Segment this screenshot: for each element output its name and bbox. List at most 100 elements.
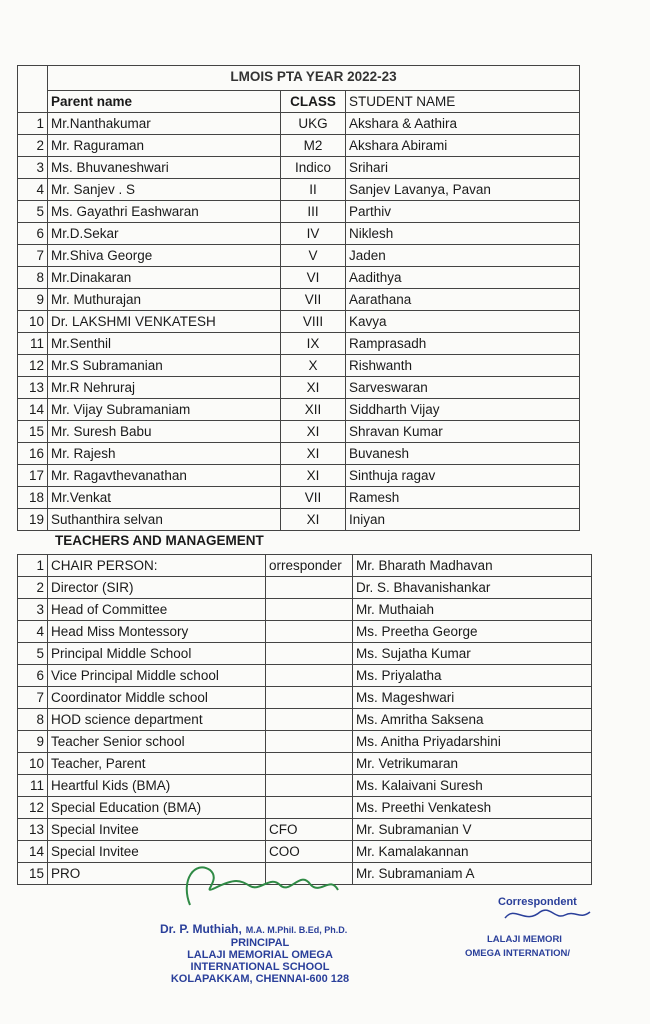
parent-name: Mr.Senthil [47, 332, 281, 355]
student-name: Buvanesh [345, 442, 580, 465]
signature-line: PRINCIPAL [230, 937, 290, 949]
row-number: 16 [17, 442, 48, 465]
member-name: Ms. Anitha Priyadarshini [352, 730, 592, 753]
designation [265, 752, 353, 775]
designation [265, 642, 353, 665]
parent-name: Mr. Raguraman [47, 134, 281, 157]
role: PRO [47, 862, 266, 885]
row-number: 15 [17, 420, 48, 443]
class: X [280, 354, 346, 377]
student-name: Rishwanth [345, 354, 580, 377]
parent-name: Ms. Bhuvaneshwari [47, 156, 281, 179]
designation [265, 796, 353, 819]
class: UKG [280, 112, 346, 135]
role: Director (SIR) [47, 576, 266, 599]
row-number: 18 [17, 486, 48, 509]
designation [265, 686, 353, 709]
row-number: 9 [17, 288, 48, 311]
designation [265, 598, 353, 621]
role: Teacher Senior school [47, 730, 266, 753]
row-number: 2 [17, 576, 48, 599]
column-header: CLASS [280, 90, 346, 113]
class: XII [280, 398, 346, 421]
row-number: 6 [17, 222, 48, 245]
student-name: Parthiv [345, 200, 580, 223]
student-name: Sanjev Lavanya, Pavan [345, 178, 580, 201]
row-number: 12 [17, 354, 48, 377]
signature-name-line: Dr. P. Muthiah, M.A. M.Phil. B.Ed, Ph.D. [160, 922, 347, 936]
student-name: Aadithya [345, 266, 580, 289]
role: Special Invitee [47, 840, 266, 863]
parent-name: Mr. Suresh Babu [47, 420, 281, 443]
parent-name: Mr.Shiva George [47, 244, 281, 267]
column-header: Parent name [47, 90, 281, 113]
class: II [280, 178, 346, 201]
designation [265, 620, 353, 643]
role: Head of Committee [47, 598, 266, 621]
parent-name: Mr. Vijay Subramaniam [47, 398, 281, 421]
member-name: Ms. Amritha Saksena [352, 708, 592, 731]
role: Special Education (BMA) [47, 796, 266, 819]
class: III [280, 200, 346, 223]
row-number: 5 [17, 642, 48, 665]
parent-name: Mr.D.Sekar [47, 222, 281, 245]
parent-name: Ms. Gayathri Eashwaran [47, 200, 281, 223]
row-number: 11 [17, 774, 48, 797]
class: IX [280, 332, 346, 355]
class: Indico [280, 156, 346, 179]
member-name: Ms. Kalaivani Suresh [352, 774, 592, 797]
member-name: Mr. Subramaniam A [352, 862, 592, 885]
class: VI [280, 266, 346, 289]
student-name: Ramesh [345, 486, 580, 509]
role: Heartful Kids (BMA) [47, 774, 266, 797]
role: Teacher, Parent [47, 752, 266, 775]
signature-line: KOLAPAKKAM, CHENNAI-600 128 [170, 973, 350, 985]
parent-name: Mr. Rajesh [47, 442, 281, 465]
member-name: Mr. Subramanian V [352, 818, 592, 841]
row-number: 13 [17, 376, 48, 399]
class: XI [280, 442, 346, 465]
stamp-line: OMEGA INTERNATION/ [465, 948, 571, 959]
row-number: 13 [17, 818, 48, 841]
student-name: Akshara & Aathira [345, 112, 580, 135]
student-name: Iniyan [345, 508, 580, 531]
student-name: Siddharth Vijay [345, 398, 580, 421]
row-number: 7 [17, 244, 48, 267]
member-name: Mr. Vetrikumaran [352, 752, 592, 775]
stamp-line: Correspondent [498, 896, 577, 908]
section-heading: TEACHERS AND MANAGEMENT [55, 533, 264, 548]
column-header: STUDENT NAME [345, 90, 580, 113]
class: V [280, 244, 346, 267]
row-number: 3 [17, 598, 48, 621]
student-name: Shravan Kumar [345, 420, 580, 443]
role: Principal Middle School [47, 642, 266, 665]
designation: COO [265, 840, 353, 863]
designation: CFO [265, 818, 353, 841]
row-number: 14 [17, 398, 48, 421]
row-number: 11 [17, 332, 48, 355]
row-number: 5 [17, 200, 48, 223]
member-name: Dr. S. Bhavanishankar [352, 576, 592, 599]
class: XI [280, 508, 346, 531]
row-number: 15 [17, 862, 48, 885]
class: VII [280, 486, 346, 509]
designation [265, 576, 353, 599]
parent-name: Mr.R Nehruraj [47, 376, 281, 399]
row-number: 8 [17, 266, 48, 289]
class: IV [280, 222, 346, 245]
class: VIII [280, 310, 346, 333]
row-number: 19 [17, 508, 48, 531]
member-name: Mr. Muthaiah [352, 598, 592, 621]
class: XI [280, 376, 346, 399]
parent-name: Mr.Venkat [47, 486, 281, 509]
corner-cell [17, 65, 48, 113]
stamp-stroke [504, 909, 591, 919]
designation [265, 730, 353, 753]
stamp-line: LALAJI MEMORI [487, 934, 562, 945]
row-number: 10 [17, 310, 48, 333]
member-name: Ms. Mageshwari [352, 686, 592, 709]
role: CHAIR PERSON: [47, 554, 266, 577]
class: VII [280, 288, 346, 311]
student-name: Sarveswaran [345, 376, 580, 399]
signature-name: Dr. P. Muthiah, [160, 922, 242, 936]
